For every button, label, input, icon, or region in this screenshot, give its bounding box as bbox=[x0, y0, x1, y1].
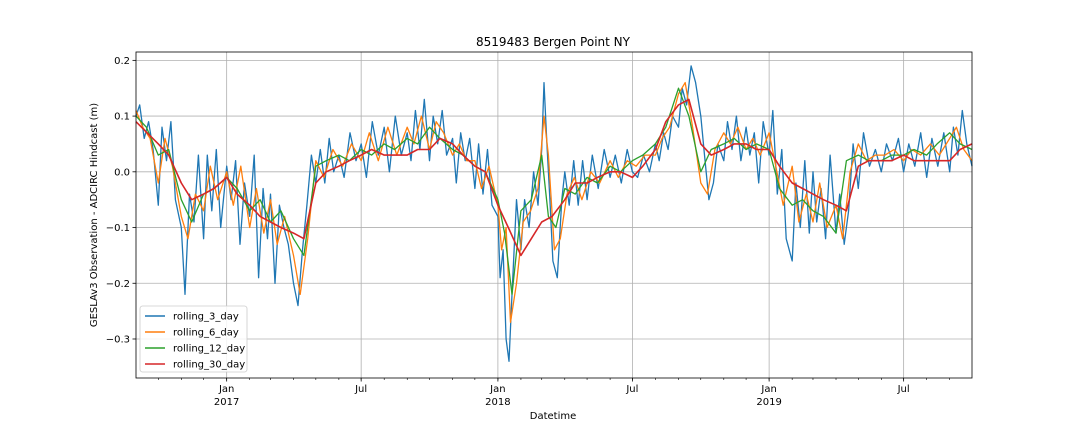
x-tick-label: Jan bbox=[760, 384, 776, 395]
series-layer bbox=[135, 65, 973, 362]
legend-box bbox=[139, 305, 248, 373]
x-tick-label: Jul bbox=[354, 384, 367, 395]
x-tick-year-label: 2018 bbox=[485, 397, 510, 408]
y-tick-label: 0.1 bbox=[114, 112, 130, 123]
legend: rolling_3_day rolling_6_day rolling_12_day… bbox=[139, 305, 248, 373]
y-tick-label: −0.1 bbox=[106, 223, 130, 234]
y-tick-label: −0.2 bbox=[106, 279, 130, 290]
x-tick-year-label: 2017 bbox=[214, 397, 239, 408]
x-tick-label: Jul bbox=[625, 384, 638, 395]
plot-area bbox=[135, 51, 973, 379]
x-tick-label: Jan bbox=[218, 384, 234, 395]
legend-label-rolling_3_day: rolling_3_day bbox=[173, 312, 239, 323]
x-axis: Jan 2017 Jul Jan 2018 Jul Jan 2019 Jul bbox=[157, 378, 951, 408]
x-tick-label: Jul bbox=[897, 384, 910, 395]
series-line-rolling_12_day bbox=[135, 87, 973, 296]
y-tick-label: 0.2 bbox=[114, 56, 130, 67]
legend-label-rolling_12_day: rolling_12_day bbox=[173, 344, 245, 355]
series-line-rolling_6_day bbox=[135, 81, 973, 323]
legend-label-rolling_6_day: rolling_6_day bbox=[173, 328, 239, 339]
x-axis-label: Datetime bbox=[530, 411, 577, 422]
y-tick-label: −0.3 bbox=[106, 334, 130, 345]
y-tick-label: 0.0 bbox=[114, 167, 130, 178]
x-tick-label: Jan bbox=[489, 384, 505, 395]
plot-frame bbox=[135, 51, 973, 379]
chart-title: 8519483 Bergen Point NY bbox=[476, 35, 631, 49]
y-axis: −0.3 −0.2 −0.1 0.0 0.1 0.2 bbox=[106, 56, 136, 345]
y-axis-label: GESLAv3 Observation - ADCIRC Hindcast (m… bbox=[89, 103, 100, 327]
legend-label-rolling_30_day: rolling_30_day bbox=[173, 360, 245, 371]
series-line-rolling_30_day bbox=[135, 98, 973, 257]
x-tick-year-label: 2019 bbox=[756, 397, 781, 408]
legend-items: rolling_3_day rolling_6_day rolling_12_day… bbox=[145, 312, 245, 371]
